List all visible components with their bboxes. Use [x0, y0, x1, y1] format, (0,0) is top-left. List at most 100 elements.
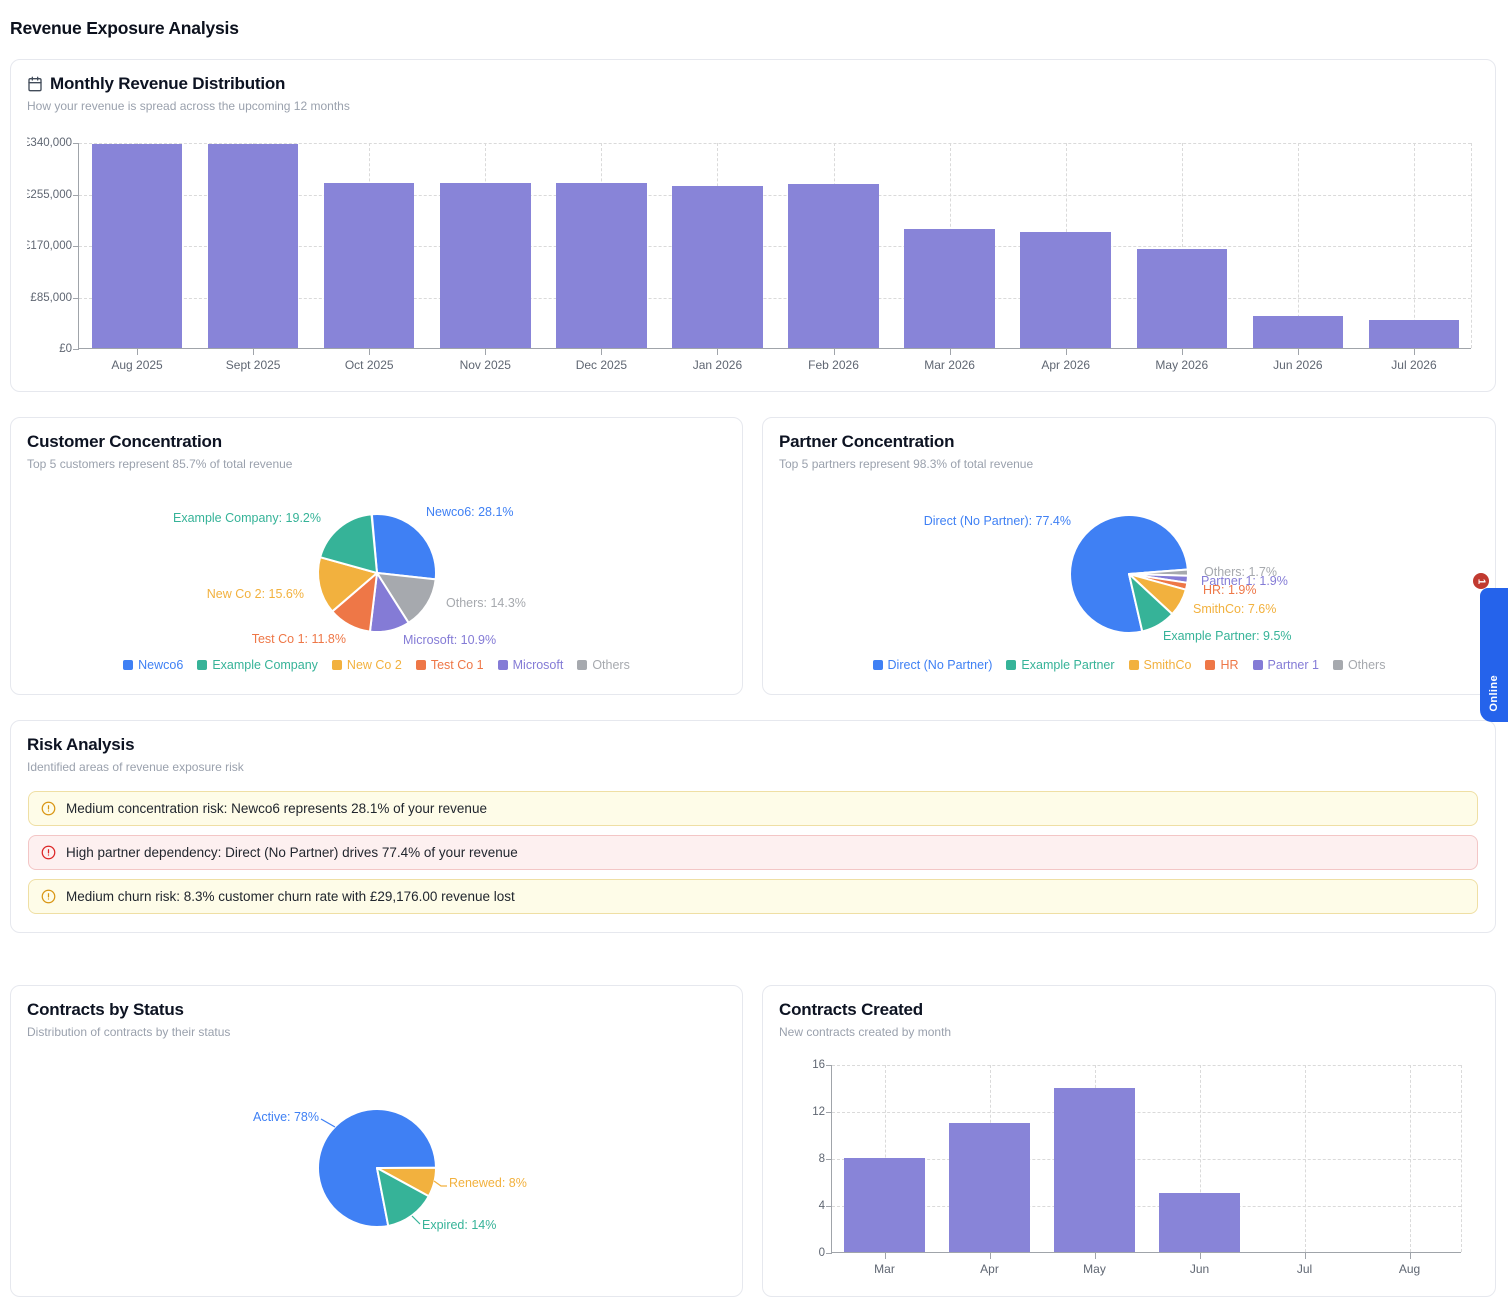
bar-Jun[interactable]	[1159, 1193, 1240, 1252]
bar-May 2026[interactable]	[1136, 249, 1228, 348]
risk-alert-medium: Medium churn risk: 8.3% customer churn r…	[28, 879, 1478, 914]
bar-Jun 2026[interactable]	[1252, 315, 1344, 348]
contracts-status-pie-chart[interactable]: Active: 78% Renewed: 8% Expired: 14%	[11, 986, 742, 1296]
pie-slice-Others[interactable]	[376, 572, 437, 624]
x-tick-label: Jun	[1189, 1262, 1210, 1276]
card-subtitle: Top 5 partners represent 98.3% of total …	[779, 457, 1034, 471]
pie-slice-label: Direct (No Partner): 77.4%	[923, 514, 1071, 528]
card-header: Contracts Created	[779, 1000, 923, 1020]
contracts-by-status-card: Contracts by Status Distribution of cont…	[10, 985, 743, 1297]
gridline-v	[1471, 143, 1472, 348]
pie-slice-Example Company[interactable]	[319, 513, 378, 574]
bar-Aug 2025[interactable]	[91, 144, 183, 348]
bar-Mar[interactable]	[844, 1158, 925, 1252]
x-tick	[949, 349, 951, 355]
pie-slice-New Co 2[interactable]	[317, 556, 378, 613]
contracts-created-bar-chart[interactable]: 0 4 8 12 16 Mar Apr May Jun Jul Aug	[763, 986, 1495, 1296]
x-tick-label: Jun 2026	[1273, 358, 1323, 372]
pie-slice-Example Partner[interactable]	[1128, 573, 1174, 633]
x-tick	[601, 349, 603, 355]
legend-label: HR	[1220, 658, 1239, 672]
bar-Feb 2026[interactable]	[788, 184, 879, 348]
y-tick	[826, 1253, 832, 1254]
pie-slice-Active[interactable]	[317, 1108, 437, 1228]
x-tick-label: Feb 2026	[808, 358, 859, 372]
legend-item-New Co 2: New Co 2	[331, 658, 402, 672]
monthly-revenue-bar-chart[interactable]: £0 £85,000 £170,000 £255,000 £340,000 Aug 202…	[11, 60, 1495, 391]
y-tick-label: 0	[818, 1247, 825, 1259]
bar-Dec 2025[interactable]	[556, 182, 647, 348]
legend-swatch	[331, 660, 342, 670]
monthly-revenue-card: Monthly Revenue Distribution How your re…	[10, 59, 1496, 392]
bar-Sept 2025[interactable]	[207, 144, 299, 348]
legend-swatch	[123, 660, 134, 670]
partner-concentration-pie-chart[interactable]: Direct (No Partner): 77.4% Others: 1.7% Pa…	[763, 418, 1495, 694]
legend-swatch	[415, 660, 426, 670]
bar-Mar 2026[interactable]	[904, 228, 995, 348]
y-tick-label: £0	[59, 343, 72, 355]
x-tick	[1304, 1253, 1306, 1259]
y-axis-labels: 0 4 8 12 16	[775, 1056, 825, 1262]
legend-swatch	[1332, 660, 1343, 670]
card-header: Customer Concentration	[27, 432, 222, 452]
y-tick	[73, 297, 79, 299]
chart-legend: Newco6 Example Company New Co 2 Test Co 1 Mi…	[27, 658, 726, 672]
x-tick	[884, 1253, 886, 1259]
y-axis-labels: £0 £85,000 £170,000 £255,000 £340,000	[27, 134, 72, 358]
y-tick	[826, 1112, 832, 1113]
customer-concentration-pie-chart[interactable]: Newco6: 28.1% Example Company: 19.2% New C…	[11, 418, 742, 694]
pie-slice-label: HR: 1.9%	[1203, 583, 1257, 597]
gridline-h	[832, 1206, 1461, 1207]
bar-Jan 2026[interactable]	[672, 185, 763, 348]
legend-swatch	[1205, 660, 1216, 670]
x-tick	[1181, 349, 1183, 355]
pie-slice-label: Partner 1: 1.9%	[1201, 574, 1288, 588]
gridline-v	[1304, 1065, 1306, 1252]
bar-Nov 2025[interactable]	[440, 182, 531, 348]
x-tick-label: Jul	[1296, 1262, 1313, 1276]
x-tick-label: Mar	[874, 1262, 895, 1276]
bar-Apr[interactable]	[949, 1122, 1030, 1252]
alert-circle-icon	[41, 845, 56, 860]
x-tick-label: Dec 2025	[575, 358, 628, 372]
legend-label: Example Partner	[1021, 658, 1115, 672]
card-title: Monthly Revenue Distribution	[50, 74, 286, 93]
pie-canvas	[317, 1108, 447, 1228]
pie-slice-label: Expired: 14%	[422, 1218, 497, 1232]
x-tick-label: Nov 2025	[459, 358, 511, 372]
online-chat-tab[interactable]: Online	[1480, 588, 1508, 722]
pie-slice-label: Active: 78%	[252, 1110, 319, 1124]
y-tick-label: £340,000	[27, 137, 72, 149]
bar-Jul 2026[interactable]	[1368, 320, 1460, 348]
legend-item-Example Partner: Example Partner	[1006, 658, 1115, 672]
legend-swatch	[1128, 660, 1139, 670]
bar-Oct 2025[interactable]	[323, 182, 415, 348]
gridline-h	[79, 143, 1471, 144]
card-subtitle: How your revenue is spread across the up…	[27, 99, 350, 113]
alert-text: High partner dependency: Direct (No Part…	[66, 845, 518, 860]
y-tick	[826, 1159, 832, 1160]
bar-May[interactable]	[1054, 1087, 1135, 1252]
gridline-h	[79, 194, 1471, 196]
x-tick	[485, 349, 487, 355]
y-tick-label: 8	[818, 1153, 825, 1165]
pie-slice-label: Others: 14.3%	[446, 596, 526, 610]
pie-slice-Expired[interactable]	[376, 1167, 430, 1227]
y-tick-label: £170,000	[27, 240, 72, 252]
gridline-h	[832, 1159, 1461, 1160]
alert-circle-icon	[41, 801, 56, 816]
legend-swatch	[1252, 660, 1263, 670]
card-header: Contracts by Status	[27, 1000, 184, 1020]
pie-slice-label: Example Company: 19.2%	[173, 511, 321, 525]
x-tick-label: May 2026	[1155, 358, 1209, 372]
pie-slice-Newco6[interactable]	[370, 513, 437, 581]
y-tick-label: 16	[812, 1059, 825, 1071]
card-header: Risk Analysis	[27, 735, 135, 755]
legend-swatch	[197, 660, 208, 670]
pie-canvas	[317, 513, 437, 633]
bar-Apr 2026[interactable]	[1020, 232, 1111, 348]
x-tick	[1065, 349, 1067, 355]
pie-slice-label: Newco6: 28.1%	[426, 505, 514, 519]
legend-label: SmithCo	[1143, 658, 1192, 672]
calendar-icon	[27, 76, 43, 92]
